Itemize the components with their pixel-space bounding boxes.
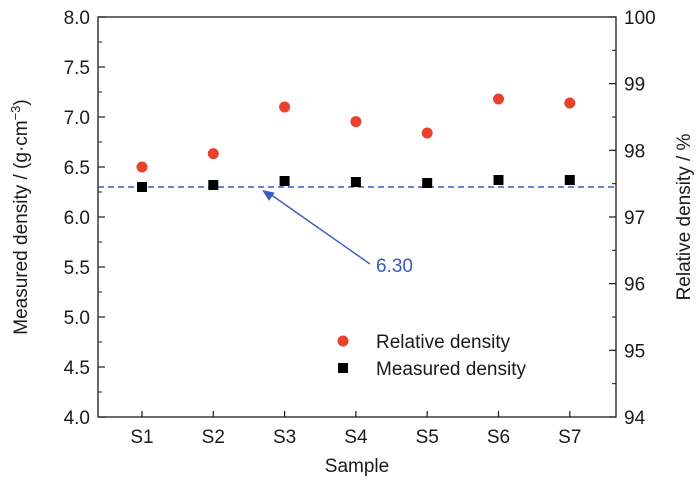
point-measured-density (422, 178, 433, 188)
left-y-tick-label: 6.0 (64, 208, 90, 229)
x-tick-label: S1 (130, 427, 153, 448)
legend-marker-relative-density (337, 335, 349, 347)
plot-frame (97, 16, 617, 418)
data-points (136, 93, 576, 192)
point-relative-density (350, 116, 362, 128)
x-axis-title: Sample (325, 456, 389, 477)
left-y-tick-label: 4.5 (64, 358, 90, 379)
annotation-arrow-head (262, 190, 275, 201)
left-y-tick-label: 4.0 (64, 408, 90, 429)
legend: Relative density Measured density (337, 332, 526, 380)
legend-label-measured-density: Measured density (376, 359, 526, 380)
y-axis-title-exponent: −3 (8, 106, 23, 121)
annotation-arrow-line (269, 193, 371, 265)
left-y-tick-label: 5.5 (64, 258, 90, 279)
right-y-tick-label: 94 (624, 408, 646, 429)
right-y-tick-label: 97 (624, 208, 645, 229)
point-measured-density (137, 182, 147, 192)
left-y-tick-label: 5.0 (64, 308, 90, 329)
reference-line-group (98, 186, 616, 265)
x-tick-label: S2 (202, 427, 225, 448)
left-y-tick-label: 7.5 (64, 58, 90, 79)
x-tick-label: S5 (416, 427, 439, 448)
reference-line-label: 6.30 (376, 256, 413, 277)
right-y-tick-label: 98 (624, 141, 645, 162)
right-y-tick-label: 99 (624, 75, 645, 96)
right-y-tick-label: 96 (624, 275, 645, 296)
left-y-axis: 4.0 4.5 5.0 5.5 6.0 6.5 7.0 7.5 8.0 (64, 8, 105, 429)
point-measured-density (493, 175, 504, 185)
right-y-axis-title: Relative density / % (674, 133, 695, 300)
x-axis: S1 S2 S3 S4 S5 S6 S7 (130, 411, 581, 448)
legend-marker-measured-density (338, 363, 348, 373)
y-axis-title: Measured density / (g·cm−3) (8, 99, 32, 335)
x-tick-label: S7 (558, 427, 581, 448)
legend-label-relative-density: Relative density (376, 332, 511, 353)
point-relative-density (564, 97, 576, 109)
right-y-axis: 94 95 96 97 98 99 100 (609, 8, 656, 429)
right-y-tick-label: 95 (624, 341, 645, 362)
right-y-tick-label: 100 (624, 8, 656, 29)
left-y-tick-label: 8.0 (64, 8, 90, 29)
x-tick-label: S6 (487, 427, 510, 448)
y-axis-title-close: ) (11, 99, 32, 105)
point-measured-density (564, 175, 575, 185)
point-relative-density (493, 93, 504, 105)
point-relative-density (207, 148, 219, 160)
y-axis-title-main: Measured density / (g·cm (11, 120, 32, 334)
point-measured-density (279, 176, 290, 186)
x-tick-label: S4 (344, 427, 368, 448)
x-tick-label: S3 (273, 427, 296, 448)
point-measured-density (208, 180, 219, 190)
point-measured-density (350, 177, 361, 187)
left-y-tick-label: 6.5 (64, 158, 90, 179)
point-relative-density (421, 127, 433, 139)
point-relative-density (279, 101, 291, 113)
left-y-tick-label: 7.0 (64, 108, 90, 129)
point-relative-density (136, 161, 148, 173)
